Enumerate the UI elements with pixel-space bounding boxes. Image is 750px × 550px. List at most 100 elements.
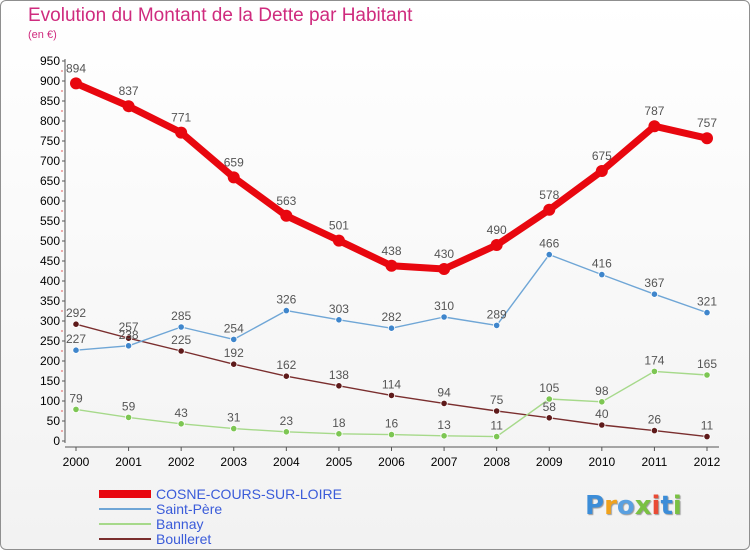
x-tick-label: 2008 [483,455,510,469]
data-label-2: 16 [385,417,399,431]
y-tick-label: 0 [53,434,60,448]
x-tick-label: 2012 [694,455,721,469]
data-label-1: 282 [381,310,401,324]
x-tick-label: 2004 [273,455,300,469]
x-tick-label: 2005 [326,455,353,469]
y-tick-label: 600 [40,194,60,208]
axes: 0 50 100 150 200 250 300 350 400 450 500 550 600 650 7… [40,54,721,469]
series-point-3 [598,421,606,429]
y-tick-label: 700 [40,154,60,168]
data-label-1: 254 [224,321,244,335]
data-label-0: 757 [697,116,717,130]
series-point-2 [282,428,290,436]
series-point-3 [72,320,80,328]
series-point-3 [335,382,343,390]
series-point-2 [177,420,185,428]
series-point-1 [545,251,553,259]
series-point-3 [650,426,659,435]
series-point-2 [335,430,343,438]
y-tick-label: 550 [40,214,60,228]
series-point-3 [282,372,290,380]
y-tick-label: 800 [40,114,60,128]
data-label-2: 174 [644,353,664,367]
legend-swatch [99,523,151,525]
series-point-2 [598,398,606,406]
data-label-1: 227 [66,332,86,346]
data-label-2: 31 [227,411,241,425]
series-layer [70,77,713,441]
series-point-1 [493,321,501,329]
data-label-0: 438 [381,244,401,258]
x-tick-label: 2001 [115,455,142,469]
data-label-3: 40 [595,407,609,421]
data-label-0: 771 [171,111,191,125]
series-point-0 [543,203,556,216]
data-label-3: 192 [224,346,244,360]
series-point-2 [703,371,711,379]
series-point-3 [545,414,553,422]
x-tick-label: 2007 [431,455,458,469]
series-point-0 [280,209,293,222]
series-point-1 [703,308,711,317]
data-label-1: 321 [697,295,717,309]
logo-letter: o [616,491,635,521]
legend-label: Boulleret [156,531,212,547]
data-label-1: 289 [487,307,507,321]
series-point-0 [595,165,608,177]
series-point-1 [282,306,290,315]
data-label-0: 563 [276,194,296,208]
y-tick-label: 300 [40,314,60,328]
y-tick-label: 350 [40,294,60,308]
data-label-1: 285 [171,309,191,323]
x-tick-label: 2010 [588,455,615,469]
data-label-0: 787 [644,104,664,118]
data-label-2: 98 [595,384,609,398]
x-tick-label: 2006 [378,455,405,469]
data-label-1: 310 [434,299,454,313]
x-tick-label: 2011 [642,455,668,469]
series-point-3 [177,347,185,355]
series-point-3 [493,407,501,415]
data-label-1: 367 [644,276,664,290]
x-tick-label: 2000 [63,455,90,469]
series-point-3 [703,432,711,441]
data-label-0: 490 [487,223,507,237]
data-labels-layer: 292 257 225 192 162 138 114 94 75 58 40 26 11 79 59 43 3… [66,61,717,432]
series-point-1 [387,324,396,332]
data-label-2: 165 [697,357,717,371]
data-label-1: 416 [592,257,612,271]
series-point-1 [230,335,238,343]
logo-letter: x [634,491,652,521]
y-tick-label: 400 [40,274,60,288]
data-label-2: 13 [437,418,451,432]
data-label-0: 894 [66,61,86,75]
y-tick-label: 650 [40,174,60,188]
series-point-0 [122,100,135,113]
data-label-3: 225 [171,333,191,347]
data-label-2: 23 [280,414,294,428]
series-point-2 [440,432,448,440]
logo-letter: i [651,491,661,521]
legend-swatch [99,508,151,510]
data-label-2: 18 [332,416,346,430]
data-label-2: 59 [122,399,136,413]
data-label-0: 501 [329,219,349,233]
series-point-0 [175,126,188,139]
series-point-0 [648,120,661,133]
y-tick-label: 950 [40,54,60,68]
data-label-3: 162 [276,358,296,372]
series-point-0 [701,132,713,145]
data-label-2: 43 [174,406,188,420]
series-point-0 [438,263,451,275]
series-point-2 [387,430,396,439]
series-point-3 [124,334,133,342]
y-tick-label: 900 [40,74,60,88]
legend-label: Bannay [156,516,204,532]
series-point-1 [177,323,185,331]
data-label-0: 659 [224,155,244,169]
data-label-0: 837 [119,84,139,98]
data-label-2: 11 [490,419,503,433]
series-point-0 [332,234,345,247]
y-tick-label: 100 [40,394,60,408]
